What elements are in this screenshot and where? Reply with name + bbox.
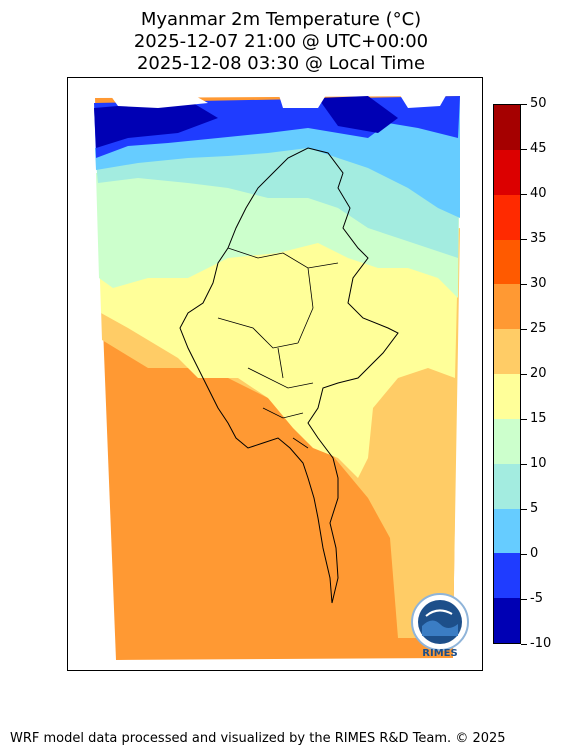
white-gap-2 xyxy=(278,92,328,108)
zone-deep-blue-2 xyxy=(318,96,398,133)
temperature-map xyxy=(94,92,460,660)
colorbar-tick-label: 35 xyxy=(530,231,547,246)
myanmar-border xyxy=(179,147,399,604)
colorbar-tick xyxy=(521,554,527,555)
title-line-1: Myanmar 2m Temperature (°C) xyxy=(140,9,422,30)
colorbar-tick-label: 25 xyxy=(530,321,547,336)
colorbar-tick xyxy=(521,374,527,375)
colorbar-tick-label: 45 xyxy=(530,141,547,156)
colorbar-segment xyxy=(494,149,520,196)
zone-deep-blue xyxy=(94,100,218,148)
colorbar-tick xyxy=(521,149,527,150)
logo-text: RIMES xyxy=(422,648,457,658)
title-line-3-local: 2025-12-08 03:30 @ Local Time xyxy=(136,53,426,74)
colorbar-tick xyxy=(521,464,527,465)
rimes-logo: RIMES xyxy=(411,593,469,658)
colorbar-tick-label: 30 xyxy=(530,276,547,291)
colorbar-tick-label: -5 xyxy=(530,591,543,606)
colorbar-segment xyxy=(494,374,520,420)
white-gap-1 xyxy=(108,92,208,108)
colorbar-tick-label: 50 xyxy=(530,96,547,111)
colorbar-tick xyxy=(521,194,527,195)
colorbar-segment xyxy=(494,418,520,465)
map-frame xyxy=(67,77,483,671)
colorbar-tick-label: 20 xyxy=(530,366,547,381)
title-line-2-utc: 2025-12-07 21:00 @ UTC+00:00 xyxy=(133,31,429,52)
colorbar-tick-label: 40 xyxy=(530,186,547,201)
colorbar-segment xyxy=(494,508,520,554)
colorbar-tick-label: 0 xyxy=(530,546,539,561)
colorbar-segment xyxy=(494,553,520,599)
colorbar-tick xyxy=(521,284,527,285)
colorbar-tick xyxy=(521,329,527,330)
colorbar-segment xyxy=(494,463,520,509)
colorbar-segment xyxy=(494,598,520,644)
colorbar-segment xyxy=(494,105,520,151)
colorbar-segment xyxy=(494,194,520,240)
colorbar-tick xyxy=(521,104,527,105)
colorbar-tick xyxy=(521,644,527,645)
colorbar-tick xyxy=(521,599,527,600)
colorbar-tick-label: 5 xyxy=(530,501,539,516)
colorbar-segment xyxy=(494,239,520,285)
colorbar-tick-label: 15 xyxy=(530,411,547,426)
state-boundaries xyxy=(217,247,339,449)
footer-credit: WRF model data processed and visualized … xyxy=(10,731,506,746)
colorbar-tick xyxy=(521,239,527,240)
colorbar-tick xyxy=(521,509,527,510)
colorbar-tick-label: 10 xyxy=(530,456,547,471)
white-gap-3 xyxy=(398,92,448,108)
colorbar-segment xyxy=(494,329,520,375)
colorbar-segment xyxy=(494,284,520,330)
colorbar-tick xyxy=(521,419,527,420)
colorbar xyxy=(493,104,521,644)
colorbar-tick-label: -10 xyxy=(530,636,552,651)
